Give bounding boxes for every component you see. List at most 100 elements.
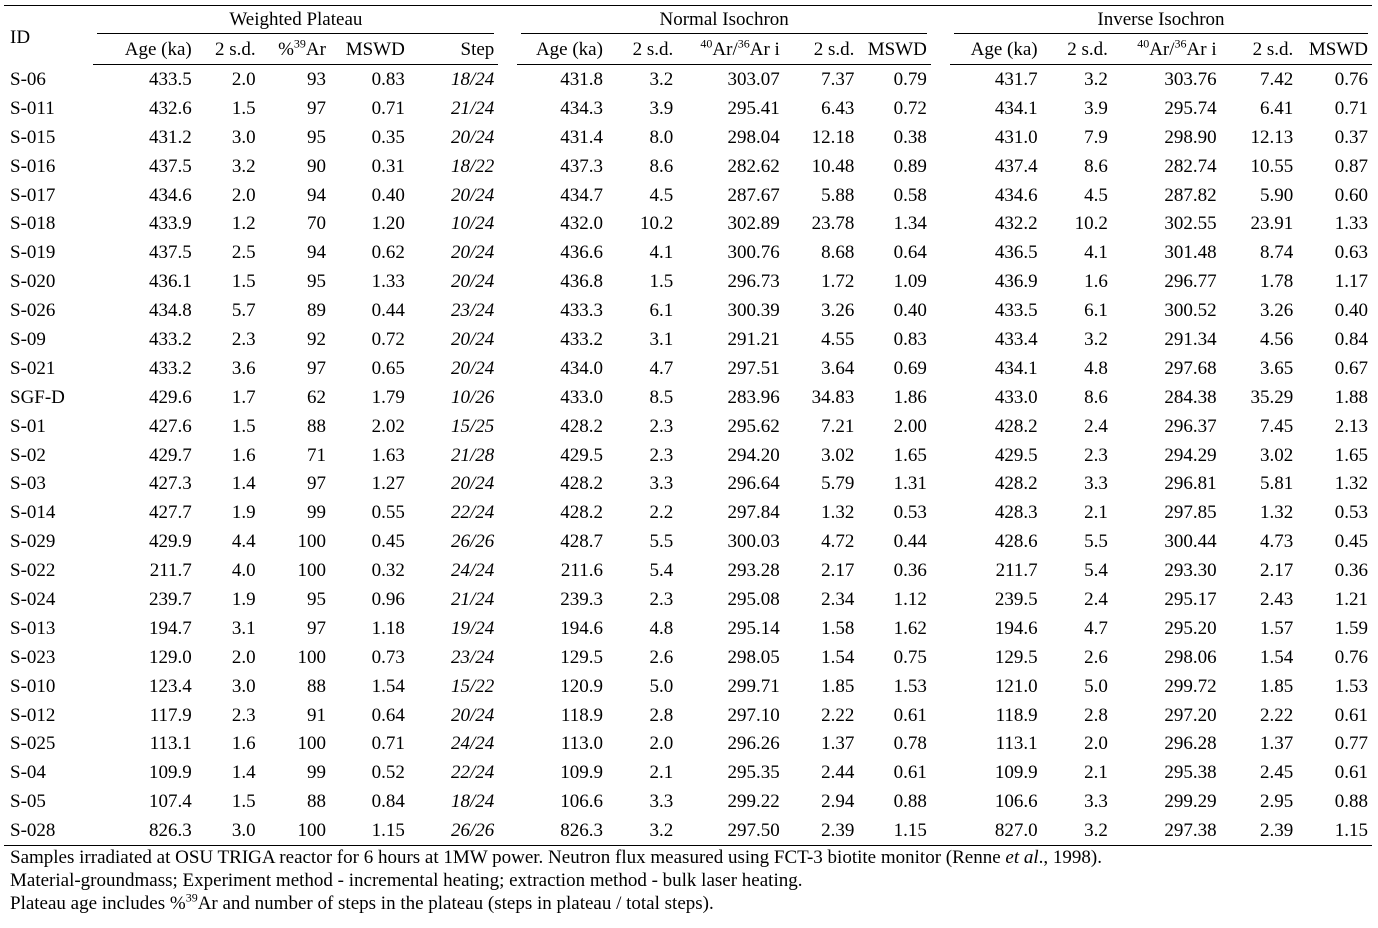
table-cell: 0.71 — [371, 733, 405, 755]
column-gap — [498, 209, 517, 238]
table-cell: 429.5 — [994, 444, 1038, 466]
table-cell: 2.1 — [649, 762, 674, 784]
table-cell: 436.5 — [994, 242, 1038, 264]
table-cell: 302.89 — [727, 213, 780, 235]
table-cell: 284.38 — [1164, 386, 1217, 408]
table-cell: 0.89 — [893, 155, 927, 177]
table-cell: 2.6 — [649, 646, 674, 668]
table-cell: 429.6 — [149, 386, 192, 408]
table-cell: 4.0 — [231, 560, 256, 582]
table-cell: 123.4 — [149, 675, 192, 697]
table-cell: 34.83 — [811, 386, 855, 408]
table-cell: 302.55 — [1164, 213, 1217, 235]
table-cell: 3.1 — [649, 328, 674, 350]
sample-id-cell: S-016 — [10, 155, 56, 177]
sample-id-cell: S-011 — [10, 97, 55, 119]
table-cell: 434.1 — [994, 97, 1038, 119]
table-cell: 2.39 — [783, 816, 859, 847]
table-cell: 428.2 — [560, 473, 603, 495]
table-cell: 2.22 — [821, 704, 855, 726]
table-cell: 2.3 — [231, 704, 256, 726]
table-cell: 97 — [306, 617, 326, 639]
table-cell: 5.79 — [821, 473, 855, 495]
ni-ratio-header: 40Ar/36Ar i — [677, 34, 784, 65]
table-cell: 291.34 — [1164, 328, 1217, 350]
table-cell: 437.5 — [149, 155, 192, 177]
table-cell: 8.74 — [1260, 242, 1294, 264]
table-row: S-022 211.7 4.0 100 0.32 24/24 211.6 5.4 293.28 2… — [4, 556, 1372, 585]
table-cell: 10.55 — [1250, 155, 1294, 177]
note-line-1: Samples irradiated at OSU TRIGA reactor … — [10, 847, 1102, 868]
table-cell: 194.7 — [149, 617, 192, 639]
table-cell: 0.88 — [1334, 791, 1368, 813]
table-cell: 296.37 — [1164, 415, 1217, 437]
sample-id-cell: SGF-D — [10, 386, 65, 408]
column-gap — [931, 383, 950, 412]
table-row: S-015 431.2 3.0 95 0.35 20/24 431.4 8.0 298.04 12… — [4, 123, 1372, 152]
table-cell: 431.4 — [560, 126, 603, 148]
table-cell: 0.83 — [893, 328, 927, 350]
table-cell: 1.9 — [231, 588, 256, 610]
table-cell: 8.5 — [649, 386, 674, 408]
table-cell: 428.2 — [560, 502, 603, 524]
table-cell: 431.2 — [149, 126, 192, 148]
table-cell: 1.32 — [1334, 473, 1368, 495]
table-cell: 0.37 — [1334, 126, 1368, 148]
table-cell: 1.5 — [231, 415, 256, 437]
table-cell: 296.81 — [1164, 473, 1217, 495]
step-cell: 24/24 — [451, 560, 495, 582]
table-cell: 88 — [306, 675, 326, 697]
step-cell: 22/24 — [451, 502, 495, 524]
table-cell: 0.32 — [371, 560, 405, 582]
table-cell: 0.76 — [1334, 68, 1368, 90]
column-gap — [498, 527, 517, 556]
table-cell: 1.54 — [821, 646, 855, 668]
table-cell: 4.72 — [821, 531, 855, 553]
table-cell: 3.3 — [649, 473, 674, 495]
table-cell: 1.5 — [231, 791, 256, 813]
table-cell: 433.3 — [560, 300, 603, 322]
table-cell: 7.45 — [1260, 415, 1294, 437]
table-cell: 3.9 — [649, 97, 674, 119]
table-cell: 94 — [306, 242, 326, 264]
table-row: S-025 113.1 1.6 100 0.71 24/24 113.0 2.0 296.26 1… — [4, 729, 1372, 758]
table-cell: 1.53 — [893, 675, 927, 697]
table-cell: 427.7 — [149, 502, 192, 524]
ni-mswd-header: MSWD — [858, 34, 931, 65]
table-cell: 1.72 — [821, 271, 855, 293]
table-cell: 1.2 — [231, 213, 256, 235]
table-cell: 1.37 — [821, 733, 855, 755]
step-cell: 21/28 — [451, 444, 495, 466]
table-cell: 3.26 — [1260, 300, 1294, 322]
table-cell: 1.6 — [231, 444, 256, 466]
column-gap — [931, 412, 950, 441]
table-cell: 1.37 — [1260, 733, 1294, 755]
table-cell: 0.65 — [371, 357, 405, 379]
column-gap — [931, 325, 950, 354]
column-gap — [931, 152, 950, 181]
sample-id-cell: S-010 — [10, 675, 56, 697]
table-cell: 8.6 — [1084, 155, 1108, 177]
column-gap — [931, 267, 950, 296]
table-cell: 295.08 — [727, 588, 780, 610]
table-cell: 283.96 — [727, 386, 780, 408]
table-cell: 434.6 — [994, 184, 1038, 206]
table-row: S-029 429.9 4.4 100 0.45 26/26 428.7 5.5 300.03 4… — [4, 527, 1372, 556]
column-gap — [931, 643, 950, 672]
table-cell: 194.6 — [560, 617, 603, 639]
column-gap — [931, 672, 950, 701]
table-cell: 1.32 — [821, 502, 855, 524]
table-cell: 106.6 — [994, 791, 1038, 813]
table-cell: 2.95 — [1260, 791, 1294, 813]
table-cell: 293.28 — [727, 560, 780, 582]
table-cell: 1.33 — [371, 271, 405, 293]
table-cell: 299.71 — [727, 675, 780, 697]
table-cell: 0.83 — [371, 68, 405, 90]
column-gap — [498, 729, 517, 758]
sample-id-cell: S-014 — [10, 502, 56, 524]
table-cell: 107.4 — [149, 791, 192, 813]
column-gap — [498, 267, 517, 296]
table-cell: 3.6 — [231, 357, 256, 379]
table-cell: 0.40 — [1334, 300, 1368, 322]
